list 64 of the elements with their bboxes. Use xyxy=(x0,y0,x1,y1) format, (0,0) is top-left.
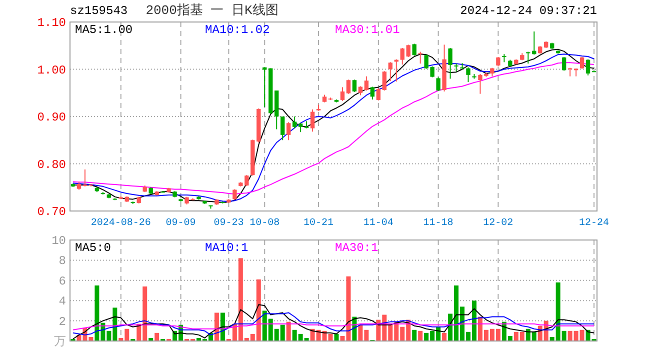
line-series xyxy=(72,312,595,336)
candlestick xyxy=(436,76,440,92)
candlestick xyxy=(310,108,315,132)
x-tick-label: 09-23 xyxy=(214,218,244,229)
candlestick xyxy=(82,168,88,187)
candlestick xyxy=(526,51,530,64)
y-tick-label: 0.80 xyxy=(37,158,66,172)
candlestick xyxy=(340,86,345,102)
text: MA5:1.00 xyxy=(75,23,133,37)
x-tick-label: 09-09 xyxy=(166,218,196,229)
chart-title: 2000指基 一 日K线图 xyxy=(146,3,278,18)
candlestick xyxy=(418,51,422,64)
text: MA5:0 xyxy=(75,241,112,255)
bar xyxy=(154,332,160,341)
candlestick xyxy=(412,43,416,56)
bar xyxy=(412,330,417,341)
y-axis-title: 万 xyxy=(54,335,66,349)
y-tick-label: 8 xyxy=(58,254,66,268)
candlestick xyxy=(406,44,410,58)
candlestick xyxy=(292,116,297,129)
y-tick-label: 6 xyxy=(58,274,66,288)
x-tick-label: 10-08 xyxy=(250,218,280,229)
y-tick-label: 0.90 xyxy=(37,110,66,124)
bar xyxy=(442,332,447,341)
bar xyxy=(286,322,291,341)
candlestick xyxy=(370,86,375,100)
candlestick xyxy=(466,66,470,83)
text: MA10:1.02 xyxy=(205,23,270,37)
text: sz159543 xyxy=(70,4,128,18)
candlestick xyxy=(382,70,386,92)
text: MA30:1 xyxy=(335,241,378,255)
x-tick-label: 12-24 xyxy=(579,218,610,229)
x-tick-label: 12-02 xyxy=(483,218,514,229)
candlestick xyxy=(376,88,381,101)
candlestick xyxy=(286,122,291,141)
bar xyxy=(418,330,423,341)
y-tick-label: 1.00 xyxy=(37,63,66,78)
candlestick xyxy=(304,120,309,129)
y-tick-label: 2 xyxy=(58,314,66,329)
bar xyxy=(334,334,339,341)
x-tick-label: 10-21 xyxy=(304,218,334,229)
candlestick xyxy=(562,56,566,72)
candlestick xyxy=(388,62,392,82)
candlestick xyxy=(280,116,285,141)
candlestick xyxy=(580,56,584,70)
text: MA10:1 xyxy=(205,241,248,255)
y-tick-label: 4 xyxy=(58,294,66,309)
y-tick-label: 10 xyxy=(52,234,66,248)
x-tick-label: 2024-08-26 xyxy=(90,218,151,229)
text: MA30:1.01 xyxy=(335,23,400,37)
candlestick xyxy=(496,56,500,67)
x-tick-label: 11-18 xyxy=(423,218,454,229)
candlestick xyxy=(352,79,357,92)
candlestick xyxy=(346,79,351,94)
line-series xyxy=(72,304,595,340)
y-tick-label: 0.70 xyxy=(37,205,66,219)
line-series xyxy=(72,323,595,330)
text: 2024-12-24 09:37:21 xyxy=(460,4,597,18)
candlestick xyxy=(400,47,404,66)
candlestick xyxy=(448,47,452,80)
candlestick xyxy=(364,76,369,92)
candlestick xyxy=(586,58,590,76)
x-tick-label: 11-04 xyxy=(363,218,394,229)
y-tick-label: 1.10 xyxy=(37,16,66,30)
